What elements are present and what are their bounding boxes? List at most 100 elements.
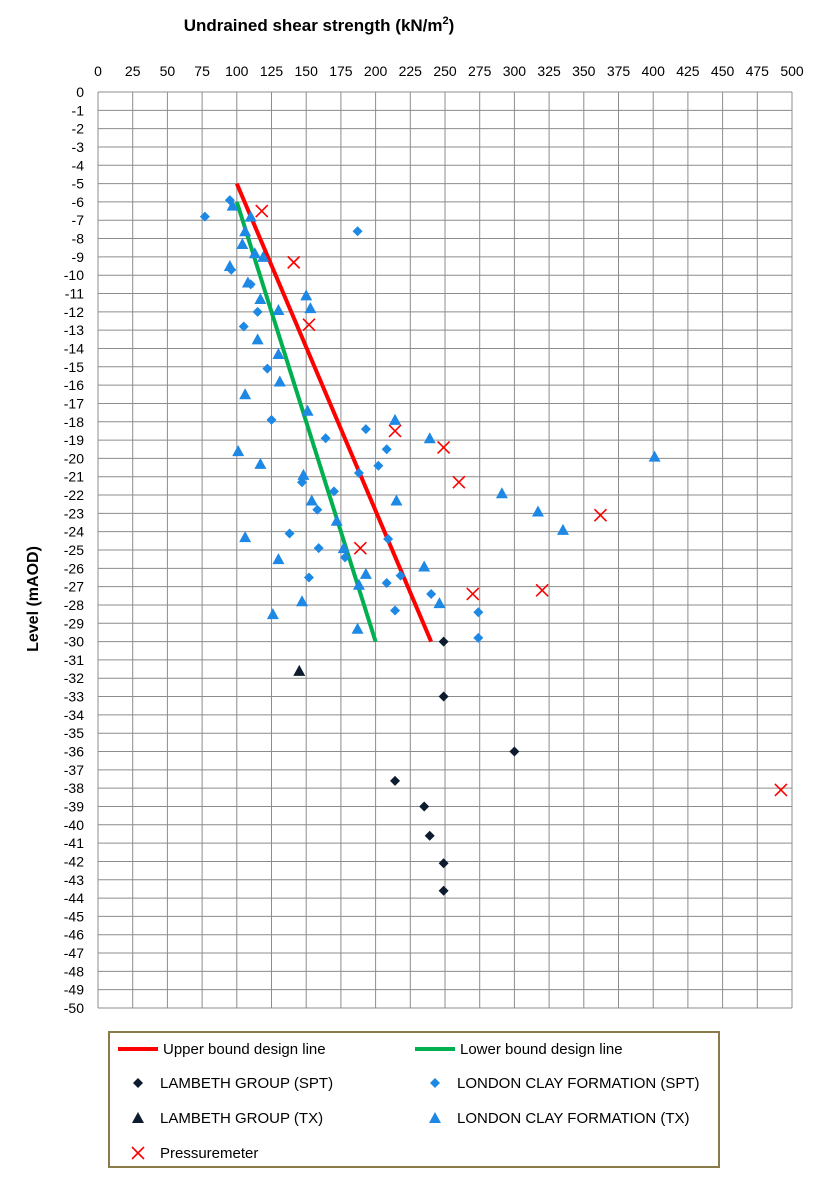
london-clay-formation-spt-point: [340, 552, 351, 563]
y-tick-label: -2: [72, 121, 85, 137]
pressuremeter-x-stroke: [774, 783, 788, 797]
london-clay-formation-tx-point: [272, 304, 285, 316]
london-clay-formation-tx-point: [301, 404, 314, 416]
london-clay-formation-spt-point: [473, 607, 484, 618]
y-tick-label: -10: [64, 267, 84, 283]
y-tick-label: -39: [64, 798, 84, 814]
y-tick-label: -49: [64, 982, 84, 998]
x-tick-label: 300: [503, 63, 527, 79]
y-tick-label: 0: [76, 84, 84, 100]
london-clay-formation-spt-point: [199, 211, 210, 222]
x-tick-label: 225: [399, 63, 423, 79]
london-clay-formation-tx-point: [389, 413, 402, 425]
pressuremeter-point: [255, 204, 269, 218]
london-clay-formation-tx-point: [244, 210, 257, 222]
pressuremeter-point: [437, 440, 451, 454]
y-tick-label: -7: [72, 212, 85, 228]
y-tick-label: -5: [72, 176, 85, 192]
y-tick-label: -19: [64, 432, 84, 448]
london-clay-formation-tx-point: [254, 457, 267, 469]
x-tick-label: 400: [642, 63, 666, 79]
y-tick-label: -24: [64, 524, 84, 540]
london-clay-formation-tx-point: [330, 514, 343, 526]
london-clay-formation-tx-point: [297, 468, 310, 480]
y-tick-label: -23: [64, 505, 84, 521]
london-clay-formation-spt-point: [303, 572, 314, 583]
pressuremeter-x-stroke: [388, 424, 402, 438]
pressuremeter-point: [535, 583, 549, 597]
y-tick-label: -4: [72, 157, 85, 173]
y-tick-label: -47: [64, 945, 84, 961]
y-tick-label: -25: [64, 542, 84, 558]
y-tick-label: -14: [64, 340, 84, 356]
london-clay-formation-spt-point: [252, 306, 263, 317]
london-clay-formation-spt-point: [353, 468, 364, 479]
data-points: [199, 195, 788, 896]
y-axis-label: Level (mAOD): [25, 546, 42, 652]
lambeth-group-spt-point: [438, 858, 449, 869]
london-clay-formation-spt-point: [352, 226, 363, 237]
x-tick-label: 125: [260, 63, 284, 79]
y-tick-label: -11: [65, 286, 84, 302]
pressuremeter-x-stroke: [437, 440, 451, 454]
y-tick-label: -12: [64, 304, 84, 320]
london-clay-formation-spt-point: [426, 588, 437, 599]
y-tick-label: -42: [64, 853, 84, 869]
x-tick-label: 275: [468, 63, 492, 79]
y-tick-label: -36: [64, 744, 84, 760]
london-clay-formation-tx-point: [418, 560, 431, 572]
chart-title-superscript: 2: [443, 15, 449, 27]
lambeth-group-spt-point: [390, 775, 401, 786]
legend-label-lambeth-group-spt: LAMBETH GROUP (SPT): [160, 1075, 333, 1092]
x-tick-label: 325: [537, 63, 561, 79]
lambeth-group-spt-point: [419, 801, 430, 812]
london-clay-formation-spt-point: [312, 504, 323, 515]
pressuremeter-point: [466, 587, 480, 601]
legend-swatch-london-clay-formation-spt: [430, 1078, 440, 1088]
legend-label-london-clay-formation-spt: LONDON CLAY FORMATION (SPT): [457, 1075, 700, 1092]
london-clay-formation-spt-point: [360, 424, 371, 435]
y-tick-label: -6: [72, 194, 85, 210]
y-tick-label: -34: [64, 707, 84, 723]
chart-title: Undrained shear strength (kN/m2): [184, 15, 455, 35]
x-tick-label: 450: [711, 63, 735, 79]
pressuremeter-point: [774, 783, 788, 797]
y-tick-label: -16: [64, 377, 84, 393]
y-tick-label: -8: [72, 231, 85, 247]
london-clay-formation-spt-point: [262, 363, 273, 374]
legend-swatch-lambeth-group-tx: [132, 1112, 144, 1123]
london-clay-formation-tx-point: [433, 597, 446, 609]
y-tick-label: -17: [64, 395, 84, 411]
x-tick-label: 475: [746, 63, 770, 79]
y-tick-label: -20: [64, 450, 84, 466]
y-tick-label: -46: [64, 927, 84, 943]
y-tick-label: -3: [72, 139, 85, 155]
pressuremeter-x-stroke: [131, 1146, 145, 1160]
x-tick-label: 350: [572, 63, 596, 79]
london-clay-formation-tx-point: [495, 487, 508, 499]
pressuremeter-point: [287, 255, 301, 269]
y-tick-label: -9: [72, 249, 85, 265]
legend: Upper bound design line Lower bound desig…: [108, 1031, 720, 1168]
london-clay-formation-tx-point: [352, 578, 365, 590]
x-tick-label: 25: [125, 63, 141, 79]
pressuremeter-point: [353, 541, 367, 555]
london-clay-formation-tx-point: [305, 494, 318, 506]
y-tick-label: -38: [64, 780, 84, 796]
y-tick-labels: 0 -1 -2 -3 -4 -5 -6 -7 -8 -9 -10 -11 -12 -13 -14 -15 -16…: [64, 84, 84, 1016]
pressuremeter-point: [302, 318, 316, 332]
y-tick-label: -44: [64, 890, 84, 906]
pressuremeter-x-stroke: [353, 541, 367, 555]
pressuremeter-x-stroke: [535, 583, 549, 597]
legend-box: [108, 1031, 720, 1168]
london-clay-formation-tx-point: [232, 445, 245, 457]
chart-title-main: Undrained shear strength (kN/m: [184, 16, 443, 35]
legend-swatch-pressuremeter: [131, 1146, 145, 1160]
y-tick-label: -18: [64, 414, 84, 430]
london-clay-formation-spt-point: [383, 534, 394, 545]
london-clay-formation-spt-point: [390, 605, 401, 616]
x-tick-label: 425: [676, 63, 700, 79]
london-clay-formation-tx-point: [272, 347, 285, 359]
y-tick-label: -29: [64, 615, 84, 631]
